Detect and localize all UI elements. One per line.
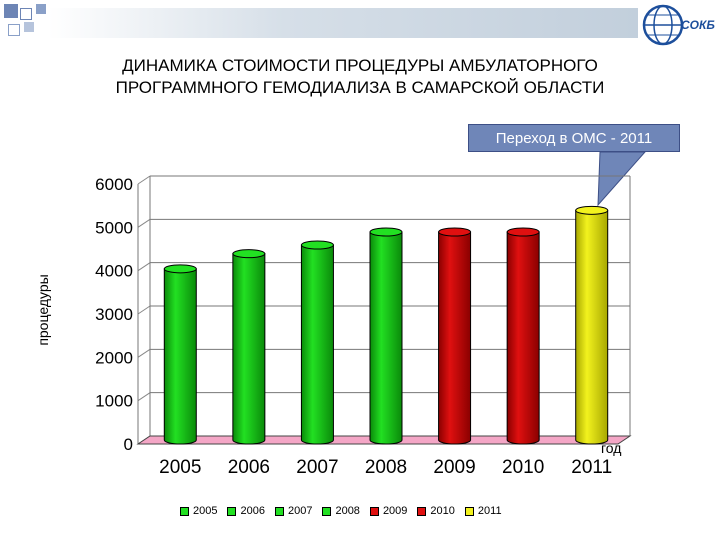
legend-swatch: [417, 506, 427, 516]
bar-2011: [575, 205, 609, 445]
grid-line-diag: [137, 175, 151, 185]
y-tick-label: 3000: [95, 305, 133, 324]
chart-legend: 2005 2006 2007 2008 2009 2010 2011: [180, 503, 502, 519]
decor-square: [36, 4, 46, 14]
x-tick-label: 2009: [433, 457, 475, 478]
bar-body: [438, 231, 472, 445]
legend-label: 2011: [477, 505, 502, 517]
bar-top: [438, 227, 472, 237]
grid-line-diag: [137, 218, 151, 228]
legend-label: 2006: [240, 505, 265, 517]
bar-2010: [506, 227, 540, 445]
decor-square: [4, 4, 18, 18]
bar-body: [163, 268, 197, 445]
bar-top: [369, 227, 403, 237]
legend-swatch: [322, 506, 332, 516]
header-band: [48, 8, 638, 38]
x-tick-label: 2005: [159, 457, 201, 478]
bar-2005: [163, 264, 197, 445]
bar-body: [300, 244, 334, 445]
legend-swatch: [369, 506, 379, 516]
legend-swatch: [227, 506, 237, 516]
chart-bars: [163, 205, 609, 445]
y-axis-label: процедуры: [35, 274, 51, 346]
bar-top: [163, 264, 197, 274]
legend-label: 2010: [430, 505, 455, 517]
legend-label: 2007: [287, 505, 313, 517]
bar-top: [506, 227, 540, 237]
bar-top: [575, 205, 609, 215]
logo: СОКБ: [641, 2, 717, 48]
legend-label: 2005: [193, 505, 218, 517]
chart-y-ticks: 0 1000 2000 3000 4000 5000 6000: [95, 175, 133, 454]
bar-top: [232, 249, 266, 259]
callout-pointer: [597, 151, 647, 207]
legend-item: 2010: [417, 505, 455, 517]
title-line-2: ПРОГРАММНОГО ГЕМОДИАЛИЗА В САМАРСКОЙ ОБЛ…: [115, 78, 605, 97]
callout-box: Переход в ОМС - 2011: [468, 124, 680, 152]
logo-text: СОКБ: [681, 18, 715, 32]
globe-logo-icon: СОКБ: [642, 4, 715, 46]
chart-grid: [137, 175, 631, 445]
grid-line-diag: [137, 392, 151, 402]
y-tick-label: 2000: [95, 348, 133, 367]
legend-item: 2009: [369, 505, 408, 517]
x-tick-label: 2008: [365, 457, 407, 478]
bar-body: [575, 209, 609, 445]
x-tick-label: 2006: [228, 457, 270, 478]
legend-item: 2006: [227, 505, 265, 517]
title-line-1: ДИНАМИКА СТОИМОСТИ ПРОЦЕДУРЫ АМБУЛАТОРНО…: [122, 56, 598, 75]
legend-item: 2008: [322, 505, 360, 517]
x-tick-label: 2011: [571, 457, 612, 478]
grid-line-diag: [137, 348, 151, 358]
legend-label: 2008: [335, 505, 360, 517]
legend-item: 2005: [180, 505, 217, 517]
y-tick-label: 6000: [95, 175, 133, 194]
legend-item: 2007: [274, 505, 313, 517]
x-axis-label: год: [601, 440, 622, 456]
y-tick-label: 5000: [95, 218, 133, 237]
y-tick-label: 4000: [95, 262, 133, 281]
legend-item: 2011: [464, 505, 502, 517]
chart-x-ticks: 2005 2006 2007 2008 2009 2010 2011: [159, 457, 612, 478]
bar-top: [300, 240, 334, 250]
legend-label: 2009: [382, 505, 408, 517]
x-tick-label: 2010: [502, 457, 544, 478]
header-bar: СОКБ: [0, 0, 720, 50]
legend-swatch: [274, 506, 284, 516]
decor-square: [8, 24, 20, 36]
bar-2009: [438, 227, 472, 445]
y-tick-label: 0: [124, 435, 133, 454]
bar-body: [232, 253, 266, 445]
decor-square: [24, 22, 34, 32]
x-tick-label: 2007: [296, 457, 338, 478]
y-tick-label: 1000: [95, 392, 133, 411]
page-title: ДИНАМИКА СТОИМОСТИ ПРОЦЕДУРЫ АМБУЛАТОРНО…: [40, 55, 680, 99]
bar-body: [506, 231, 540, 445]
bar-2008: [369, 227, 403, 445]
bar-body: [369, 231, 403, 445]
bar-2006: [232, 249, 266, 445]
bar-2007: [300, 240, 334, 445]
legend-swatch: [180, 506, 189, 516]
grid-line-diag: [137, 262, 151, 272]
legend-swatch: [464, 506, 474, 516]
grid-line-diag: [137, 305, 151, 315]
decor-square: [20, 8, 32, 20]
